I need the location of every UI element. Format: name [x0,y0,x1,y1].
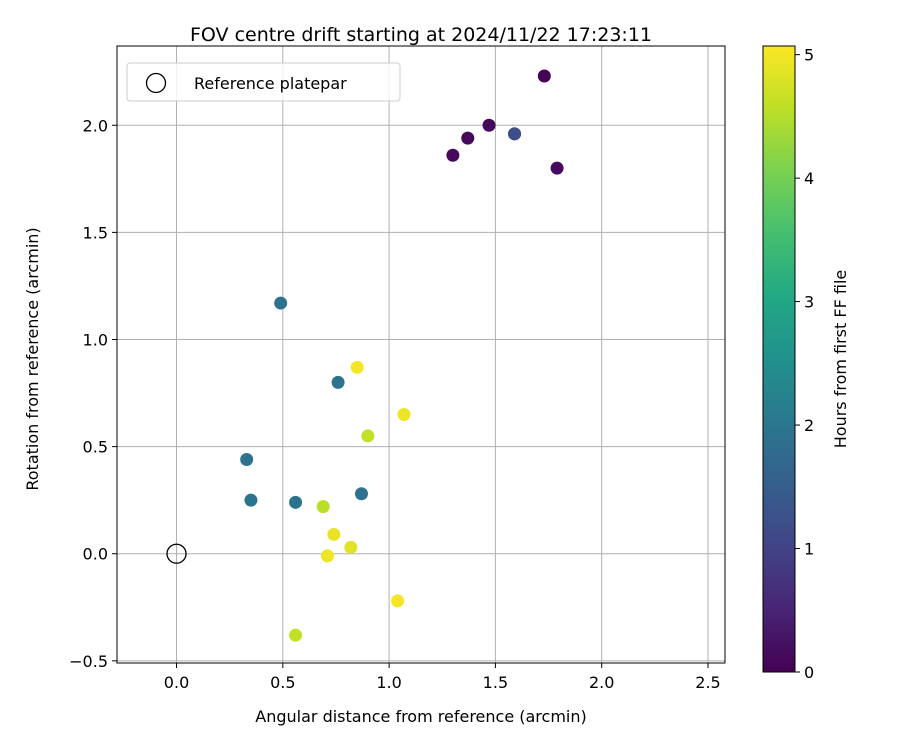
colorbar-tick-label: 5 [804,46,814,65]
data-point [391,594,405,608]
x-axis-label: Angular distance from reference (arcmin) [255,707,586,726]
colorbar-gradient [763,46,795,672]
data-point [316,500,330,514]
legend-reference-marker [145,72,167,94]
y-tick-label: −0.5 [69,652,108,671]
x-tick-label: 2.0 [589,673,614,692]
data-point [244,493,258,507]
data-point [289,495,303,509]
data-points [240,69,564,642]
data-point [537,69,551,83]
colorbar-frame [762,45,796,673]
y-tick-label: 1.0 [83,331,108,350]
reference-platepar-marker [166,543,187,564]
legend-box [126,62,401,102]
data-point [361,429,375,443]
x-tick-label: 1.5 [483,673,508,692]
x-tick-label: 1.0 [376,673,401,692]
y-tick-label: 1.5 [83,223,108,242]
data-point [289,628,303,642]
data-point [344,540,358,554]
data-point [508,127,522,141]
data-point [482,118,496,132]
colorbar-tick-label: 4 [804,169,814,188]
data-point [350,360,364,374]
data-point [320,549,334,563]
colorbar-tick-label: 1 [804,540,814,559]
colorbar-tick-label: 0 [804,663,814,682]
x-tick-label: 0.5 [270,673,295,692]
data-point [550,161,564,175]
data-point [461,131,475,145]
y-tick-label: 2.0 [83,116,108,135]
x-tick-label: 0.0 [164,673,189,692]
plot-frame [116,45,726,664]
legend: Reference platepar [126,62,401,102]
grid [117,46,725,663]
data-point [446,148,460,162]
colorbar-label: Hours from first FF file [831,270,850,449]
colorbar-ticks: 0 1 2 3 4 5 [795,46,814,682]
data-point [274,296,288,310]
data-point [327,527,341,541]
data-point [397,407,411,421]
x-tick-label: 2.5 [695,673,720,692]
reference-marker-layer [166,543,187,564]
y-tick-label: 0.5 [83,438,108,457]
colorbar: 0 1 2 3 4 5 Hours from first FF file [762,45,850,682]
y-tick-label: 0.0 [83,545,108,564]
chart-title: FOV centre drift starting at 2024/11/22 … [190,24,652,46]
data-point [331,375,345,389]
data-point [240,452,254,466]
legend-entry-reference: Reference platepar [194,74,347,93]
colorbar-tick-label: 3 [804,293,814,312]
colorbar-tick-label: 2 [804,416,814,435]
y-axis-label: Rotation from reference (arcmin) [23,227,42,490]
axis-ticks: 0.0 0.5 1.0 1.5 2.0 2.5 −0.5 0.0 0.5 1.0 1.5 2.0 [69,116,721,692]
data-point [354,487,368,501]
